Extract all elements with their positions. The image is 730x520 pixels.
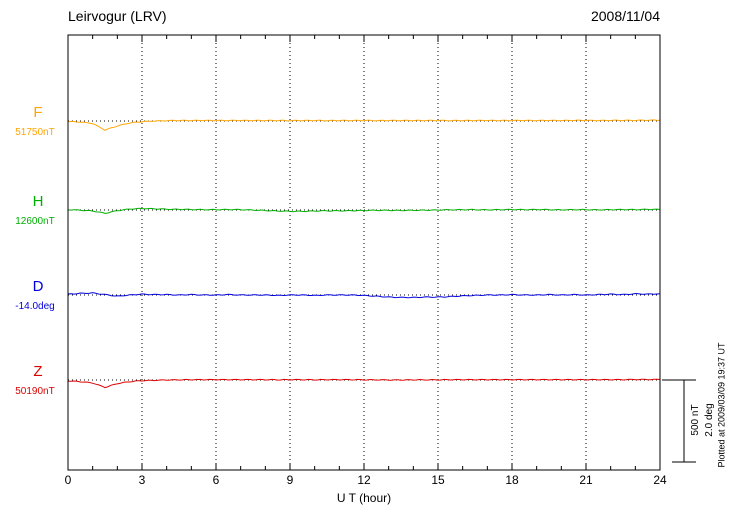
x-axis-tick-label: 6 [212, 473, 220, 487]
series-baseline-label-D: -14.0deg [15, 301, 55, 312]
series-baseline-label-H: 12600nT [15, 216, 55, 227]
x-axis-tick-label: 3 [138, 473, 146, 487]
x-axis-tick-label: 12 [357, 473, 371, 487]
x-axis-tick-label: 21 [579, 473, 593, 487]
x-axis-tick-label: 9 [286, 473, 294, 487]
trace-H [67, 207, 661, 214]
x-axis-tick-label: 18 [505, 473, 519, 487]
series-letter-Z: Z [33, 363, 43, 380]
scale-bar-label: 500 nT 2.0 deg [689, 378, 717, 462]
series-baseline-label-Z: 50190nT [15, 386, 55, 397]
series-letter-H: H [32, 193, 44, 210]
x-axis-tick-label: 15 [431, 473, 445, 487]
trace-Z [68, 378, 661, 389]
x-axis-tick-label: 24 [653, 473, 667, 487]
trace-D [67, 292, 661, 299]
scale-bar-deg-label: 2.0 deg [704, 403, 715, 437]
plotted-at-label: Plotted at 2009/03/09 19:37 UT [716, 342, 727, 468]
page-title: Leirvogur (LRV) [68, 8, 167, 24]
scale-bar-nt-label: 500 nT [690, 404, 701, 436]
date-label: 2008/11/04 [590, 8, 660, 24]
series-letter-D: D [32, 278, 44, 295]
plot-border [67, 34, 661, 471]
series-baseline-label-F: 51750nT [15, 127, 55, 138]
series-letter-F: F [33, 104, 43, 121]
trace-F [67, 119, 661, 131]
x-axis-title: U T (hour) [336, 491, 392, 505]
x-axis-tick-label: 0 [64, 473, 72, 487]
